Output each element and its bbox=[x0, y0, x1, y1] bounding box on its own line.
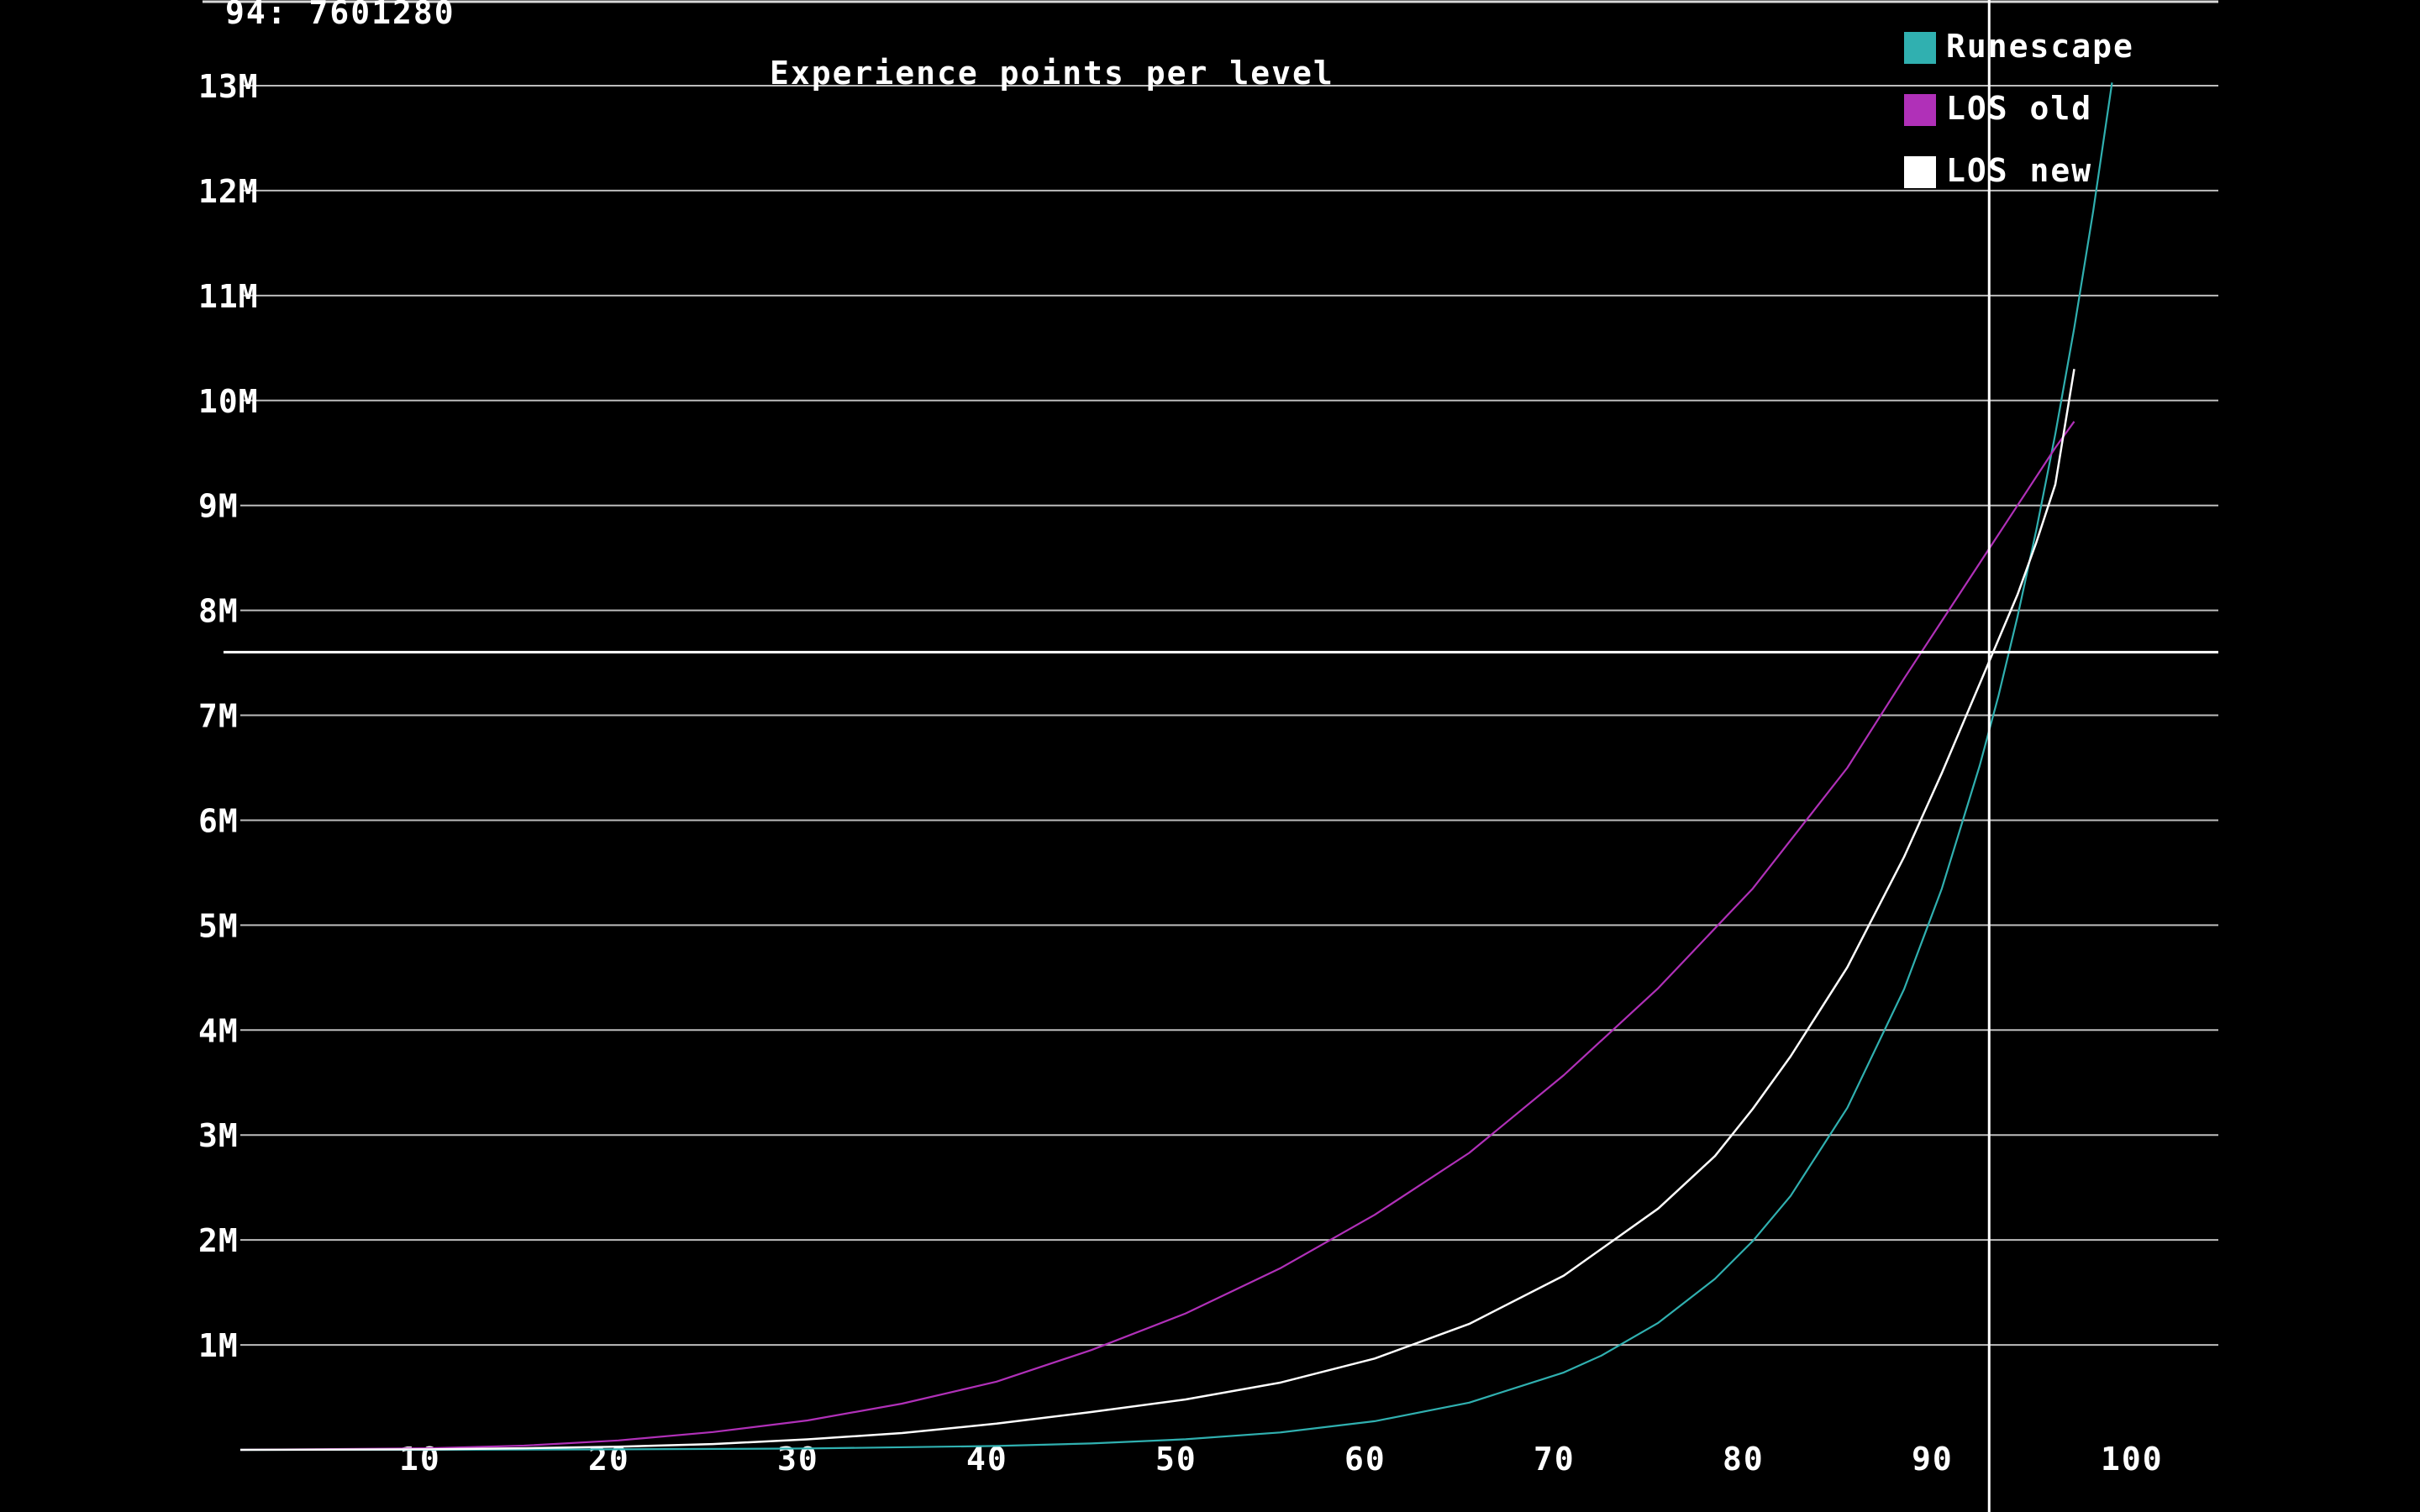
series-line bbox=[239, 369, 2075, 1452]
y-tick-label: 3M bbox=[198, 1117, 239, 1154]
cursor-readout: 94: 7601280 bbox=[225, 0, 455, 31]
y-tick-label: 1M bbox=[198, 1327, 239, 1364]
legend-label: LOS new bbox=[1946, 152, 2092, 189]
y-tick-label: 13M bbox=[198, 68, 259, 105]
y-axis-tick-labels: 1M 2M 3M 4M 5M 6M 7M 8M 9M 10M 11M 12M 13M bbox=[198, 68, 259, 1364]
x-tick-label: 60 bbox=[1344, 1441, 1386, 1478]
y-tick-label: 10M bbox=[198, 383, 259, 420]
chart-title: Experience points per level bbox=[770, 55, 1334, 92]
y-tick-label: 6M bbox=[198, 802, 239, 839]
y-tick-label: 12M bbox=[198, 173, 259, 210]
legend-label: LOS old bbox=[1946, 90, 2092, 127]
legend-swatch bbox=[1904, 156, 1936, 188]
y-tick-label: 7M bbox=[198, 698, 239, 735]
chart-legend: Runescape LOS old LOS new bbox=[1904, 28, 2134, 189]
x-tick-label: 70 bbox=[1534, 1441, 1576, 1478]
y-tick-label: 11M bbox=[198, 278, 259, 315]
x-tick-label: 80 bbox=[1723, 1441, 1765, 1478]
x-tick-label: 50 bbox=[1155, 1441, 1197, 1478]
x-tick-label: 100 bbox=[2101, 1441, 2164, 1478]
grid-lines bbox=[240, 85, 2218, 1347]
legend-swatch bbox=[1904, 32, 1936, 64]
x-tick-label: 10 bbox=[399, 1441, 441, 1478]
y-tick-label: 5M bbox=[198, 907, 239, 944]
y-tick-label: 8M bbox=[198, 593, 239, 630]
legend-label: Runescape bbox=[1946, 28, 2134, 65]
y-tick-label: 9M bbox=[198, 488, 239, 525]
x-tick-label: 90 bbox=[1912, 1441, 1954, 1478]
crosshair-cursor[interactable] bbox=[224, 0, 2218, 1512]
series-line bbox=[239, 421, 2075, 1452]
x-tick-label: 30 bbox=[777, 1441, 819, 1478]
legend-swatch bbox=[1904, 94, 1936, 126]
series-lines bbox=[239, 82, 2113, 1452]
y-tick-label: 2M bbox=[198, 1222, 239, 1259]
y-tick-label: 4M bbox=[198, 1012, 239, 1049]
